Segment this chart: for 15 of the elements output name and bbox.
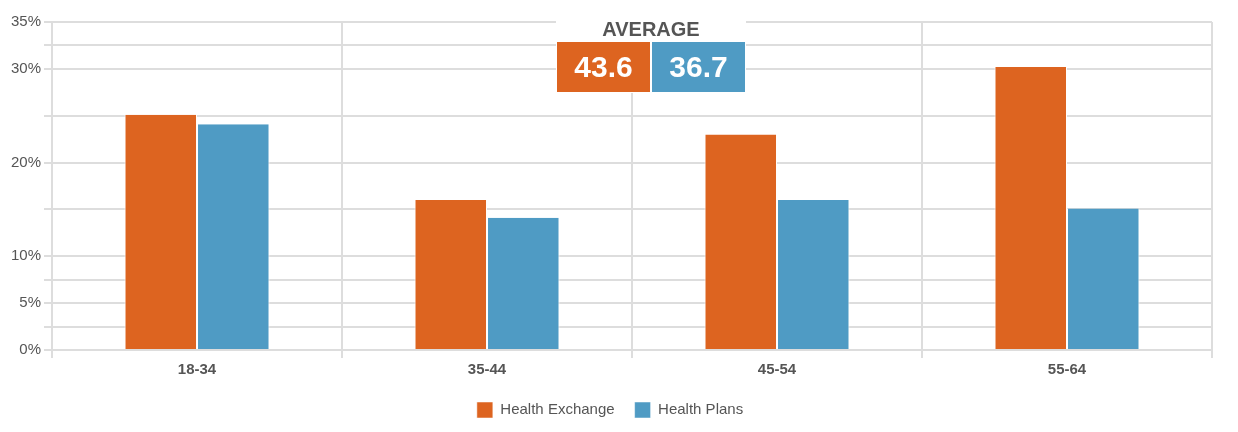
- y-tick-label: 5%: [19, 293, 42, 311]
- legend-label: Health Exchange: [500, 400, 615, 418]
- annotation: 43.6: [556, 41, 651, 93]
- y-tick-label: 30%: [10, 59, 42, 76]
- annotation: AVERAGE: [601, 18, 701, 41]
- annotation: 36.7: [651, 41, 746, 93]
- y-tick-label: 20%: [10, 152, 42, 170]
- x-tick-label: 45-54: [757, 360, 797, 378]
- y-tick-label: 10%: [10, 246, 42, 264]
- x-tick-label: 35-44: [467, 360, 507, 378]
- x-tick-label: 18-34: [177, 360, 217, 378]
- y-tick-label: 35%: [10, 12, 42, 30]
- y-tick-label: 0%: [19, 340, 42, 358]
- x-tick-label: 55-64: [1047, 360, 1087, 378]
- legend-label: Health Plans: [658, 400, 744, 418]
